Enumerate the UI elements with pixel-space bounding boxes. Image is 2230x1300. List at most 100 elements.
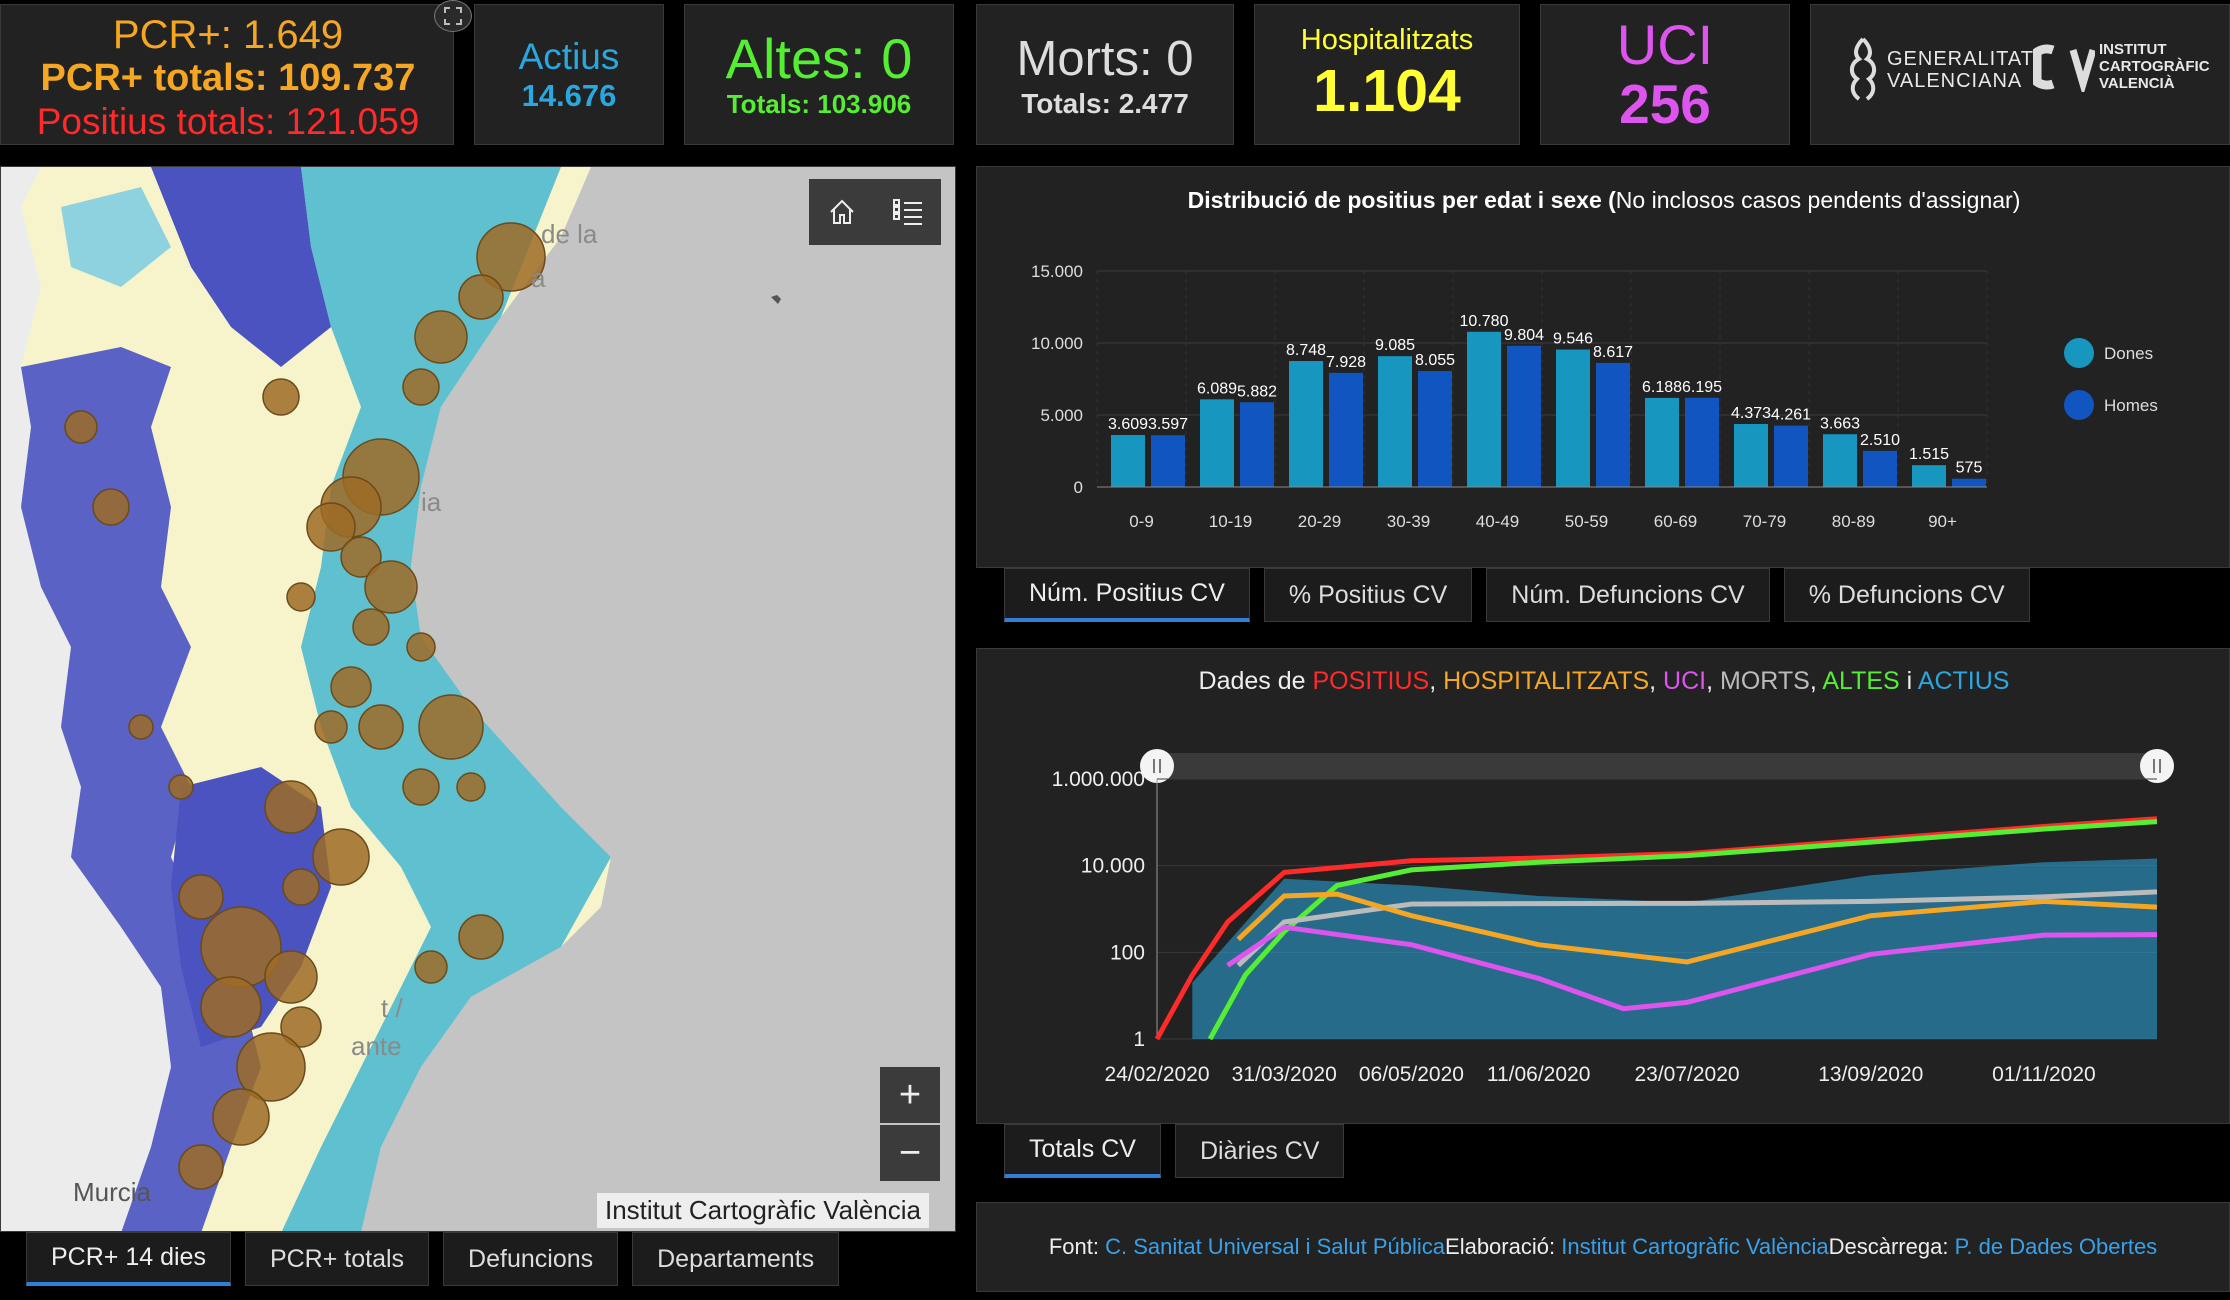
handle-knob	[2140, 749, 2174, 783]
bar-dones	[1467, 331, 1501, 487]
tab-num-positius[interactable]: Núm. Positius CV	[1004, 568, 1250, 622]
icv-mark-icon	[2033, 44, 2095, 92]
kpi-uci: UCI 256	[1540, 4, 1790, 145]
desc-link[interactable]: P. de Dades Obertes	[1954, 1234, 2158, 1259]
gva-line1: GENERALITAT	[1887, 48, 2034, 70]
x-tick-label: 90+	[1928, 512, 1957, 531]
bar-dones	[1378, 356, 1412, 487]
zoom-out-button[interactable]: −	[880, 1125, 940, 1181]
y-tick-label: 10.000	[1031, 334, 1083, 353]
font-label: Font:	[1048, 1234, 1099, 1259]
gva-line2: VALENCIANA	[1887, 70, 2023, 92]
kpi-actius: Actius 14.676	[474, 4, 664, 145]
bar-data-label: 9.804	[1504, 327, 1544, 344]
map-label-murcia: Murcia	[73, 1177, 152, 1207]
x-tick-label: 06/05/2020	[1359, 1063, 1464, 1086]
bar-homes	[1329, 372, 1363, 487]
kpi-altes: Altes: 0 Totals: 103.906	[684, 4, 954, 145]
region-blue-mid	[151, 167, 331, 367]
bar-dones	[1823, 434, 1857, 487]
range-handle-left-icon[interactable]	[1140, 749, 1174, 783]
bar-data-label: 6.188	[1642, 379, 1682, 396]
town-markers	[64, 222, 546, 1190]
bar-dones	[1912, 465, 1946, 487]
hosp-label: Hospitalitzats	[1300, 24, 1474, 56]
icv-line1: INSTITUT	[2099, 41, 2167, 58]
positius-totals-text: Positius totals: 121.059	[36, 101, 420, 142]
map-label-2: a	[531, 263, 546, 293]
bar-data-label: 3.663	[1820, 415, 1860, 432]
series-line-uci	[1226, 924, 2158, 1012]
bar-data-label: 9.085	[1375, 337, 1415, 354]
series-line-altes	[1207, 819, 2158, 1041]
sea	[361, 167, 955, 1231]
map-label-1: de la	[541, 219, 598, 249]
bar-data-label: 4.261	[1771, 407, 1811, 424]
tab-departaments[interactable]: Departaments	[632, 1232, 840, 1286]
x-tick-label: 01/11/2020	[1992, 1063, 2096, 1086]
tab-diaries[interactable]: Diàries CV	[1174, 1124, 1345, 1178]
bar-homes	[1418, 371, 1452, 487]
y-tick-label: 5.000	[1040, 406, 1083, 425]
zoom-in-label: +	[898, 1073, 922, 1116]
map-label-5: ante	[351, 1031, 402, 1061]
gva-emblem-icon	[1850, 37, 1876, 101]
desc-label: Descàrrega:	[1828, 1234, 1949, 1259]
x-tick-label: 50-59	[1565, 512, 1608, 531]
bar-data-label: 8.617	[1593, 344, 1633, 361]
x-tick-label: 23/07/2020	[1634, 1063, 1739, 1086]
home-icon[interactable]	[827, 197, 857, 227]
tab-pct-defuncions[interactable]: % Defuncions CV	[1783, 568, 2030, 622]
legend-label: Homes	[2104, 396, 2158, 415]
tt-uci: UCI	[1663, 667, 1707, 695]
actius-label: Actius	[518, 35, 620, 77]
bar-homes	[1151, 435, 1185, 487]
icv-logo: INSTITUT CARTOGRÀFIC VALENCIÀ	[2033, 41, 2210, 92]
y-tick-label: 1	[1133, 1028, 1145, 1051]
kpi-hospitalitzats: Hospitalitzats 1.104	[1254, 4, 1520, 145]
x-tick-label: 40-49	[1476, 512, 1519, 531]
uci-label: UCI	[1616, 12, 1714, 76]
range-slider-track	[1157, 753, 2157, 779]
bar-homes	[1507, 345, 1541, 487]
x-tick-label: 80-89	[1832, 512, 1875, 531]
icv-line3: VALENCIÀ	[2099, 75, 2175, 92]
tab-pct-positius[interactable]: % Positius CV	[1263, 568, 1473, 622]
bar-data-label: 4.373	[1731, 405, 1771, 422]
series-line-morts	[1236, 889, 2158, 968]
layer-list-icon[interactable]	[892, 197, 924, 227]
bar-data-label: 2.510	[1860, 432, 1900, 449]
bar-data-label: 3.597	[1148, 416, 1188, 433]
y-tick-label: 0	[1074, 478, 1083, 497]
bar-data-label: 9.546	[1553, 331, 1593, 348]
tab-pcr14[interactable]: PCR+ 14 dies	[26, 1232, 231, 1286]
range-handle-right-icon[interactable]	[2140, 749, 2174, 783]
tt-comma: ,	[1706, 667, 1721, 695]
x-tick-label: 20-29	[1298, 512, 1341, 531]
map-view[interactable]: de la a ia t / ante Murcia + − Institut …	[0, 166, 956, 1232]
age-bar-chart: 0 5.000 10.000 15.000 3.609 3.597 0-9 6.089 5.88…	[1031, 262, 2158, 531]
tt-morts: MORTS	[1720, 667, 1810, 695]
altes-totals: Totals: 103.906	[726, 89, 912, 119]
morts-totals: Totals: 2.477	[1021, 87, 1189, 119]
icv-line2: CARTOGRÀFIC	[2099, 58, 2210, 75]
timeline-title: Dades de POSITIUS, HOSPITALITZATS, UCI, …	[977, 667, 2230, 696]
series-line-positius	[1154, 816, 2158, 1041]
bar-data-label: 1.515	[1909, 446, 1949, 463]
x-tick-label: 10-19	[1209, 512, 1252, 531]
elab-link[interactable]: Institut Cartogràfic València	[1561, 1234, 1829, 1259]
altes-text: Altes: 0	[725, 27, 913, 90]
bar-homes	[1863, 450, 1897, 487]
tab-totals[interactable]: Totals CV	[1004, 1124, 1161, 1178]
bar-dones	[1645, 397, 1679, 487]
bar-homes	[1952, 478, 1986, 487]
y-tick-label: 10.000	[1081, 855, 1145, 878]
logos-panel: GENERALITAT VALENCIANA INSTITUT CARTOGRÀ…	[1810, 4, 2230, 145]
expand-icon[interactable]	[434, 0, 472, 32]
tab-num-defuncions[interactable]: Núm. Defuncions CV	[1486, 568, 1770, 622]
tab-pcr-totals[interactable]: PCR+ totals	[244, 1232, 430, 1286]
age-chart-title: Distribució de positius per edat i sexe …	[977, 187, 2230, 214]
font-link[interactable]: C. Sanitat Universal i Salut Pública	[1105, 1234, 1446, 1259]
tab-defuncions[interactable]: Defuncions	[443, 1232, 619, 1286]
zoom-in-button[interactable]: +	[880, 1067, 940, 1123]
